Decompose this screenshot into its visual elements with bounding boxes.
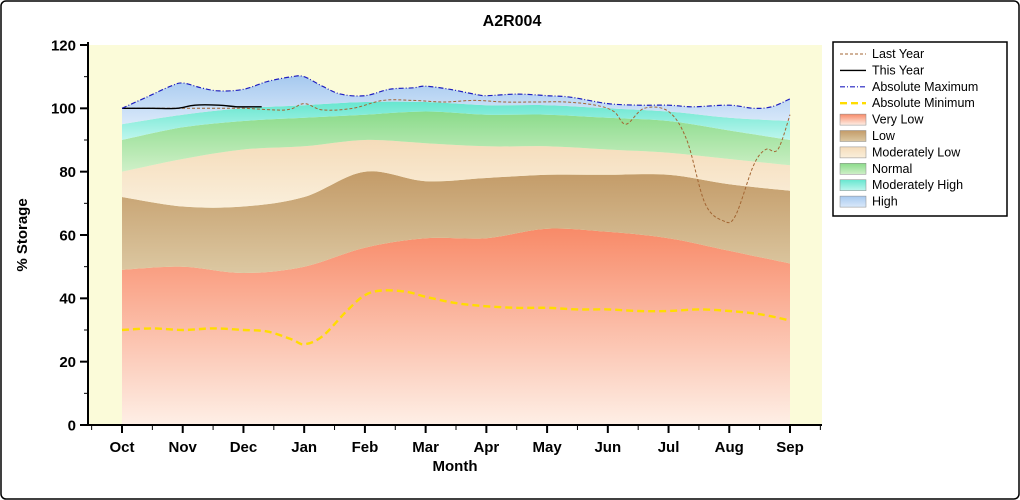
legend-band-sample <box>839 163 867 175</box>
band-normal <box>122 111 790 172</box>
y-tick-label: 120 <box>51 37 76 54</box>
chart-title: A2R004 <box>483 13 542 30</box>
legend-item-label: Moderately High <box>872 178 963 192</box>
y-tick-label: 80 <box>59 164 76 181</box>
legend-band-sample <box>839 113 867 126</box>
legend-item: Moderately Low <box>839 145 961 159</box>
band-mod_low <box>122 139 790 208</box>
x-tick-label: Jul <box>658 439 680 456</box>
axes-layer: 0 20 40 60 80 100 120 Oct Nov Dec Jan Feb Mar Apr May J… <box>51 37 822 456</box>
legend-item: Absolute Maximum <box>840 80 978 94</box>
legend-item-label: Absolute Maximum <box>872 80 978 94</box>
y-tick-label: 40 <box>59 291 76 308</box>
percentile-bands-layer <box>122 75 790 425</box>
x-tick-label: Oct <box>109 439 134 456</box>
legend-item: This Year <box>840 63 924 77</box>
line-this_year <box>121 104 262 110</box>
x-tick-label: Mar <box>412 439 439 456</box>
x-tick-label: Apr <box>473 439 499 456</box>
legend-item-label: Normal <box>872 162 912 176</box>
legend-item: Very Low <box>839 113 924 127</box>
legend-item-label: Moderately Low <box>872 145 961 159</box>
x-axis-title: Month <box>433 458 478 475</box>
legend: Last Year This Year Absolute Maximum Absolu… <box>832 41 1008 217</box>
legend-item: Moderately High <box>839 178 963 192</box>
y-tick-label: 0 <box>68 417 76 434</box>
legend-item-label: Low <box>872 129 896 143</box>
y-tick-label: 100 <box>51 101 76 118</box>
legend-item: Absolute Minimum <box>840 96 975 110</box>
x-tick-label: Dec <box>230 439 258 456</box>
x-tick-label: Aug <box>715 439 744 456</box>
legend-band-sample <box>839 179 867 191</box>
legend-item: Last Year <box>840 47 924 61</box>
y-axis-title: % Storage <box>14 198 31 271</box>
x-tick-label: Jan <box>291 439 317 456</box>
line-abs_min <box>121 289 791 346</box>
legend-item-label: Absolute Minimum <box>872 96 975 110</box>
y-tick-label: 60 <box>59 227 76 244</box>
legend-item: Normal <box>839 162 912 176</box>
legend-item: Low <box>839 129 896 143</box>
legend-item-label: High <box>872 195 898 209</box>
line-abs_max <box>121 75 791 110</box>
x-tick-label: Nov <box>169 439 198 456</box>
series-lines-layer <box>121 75 791 346</box>
y-tick-label: 20 <box>59 354 76 371</box>
legend-item-label: Very Low <box>872 113 924 127</box>
x-tick-label: May <box>532 439 562 456</box>
legend-item-label: Last Year <box>872 47 924 61</box>
legend-item-label: This Year <box>872 63 924 77</box>
legend-band-sample <box>839 195 867 208</box>
legend-band-sample <box>839 146 867 159</box>
band-very_low <box>122 228 790 425</box>
band-mod_high <box>122 101 790 140</box>
x-tick-label: Sep <box>776 439 804 456</box>
x-tick-label: Feb <box>352 439 379 456</box>
band-low <box>122 171 790 273</box>
band-high <box>122 75 790 125</box>
x-tick-label: Jun <box>594 439 621 456</box>
line-last_year <box>121 99 791 224</box>
legend-band-sample <box>839 130 867 142</box>
legend-item: High <box>839 195 898 209</box>
